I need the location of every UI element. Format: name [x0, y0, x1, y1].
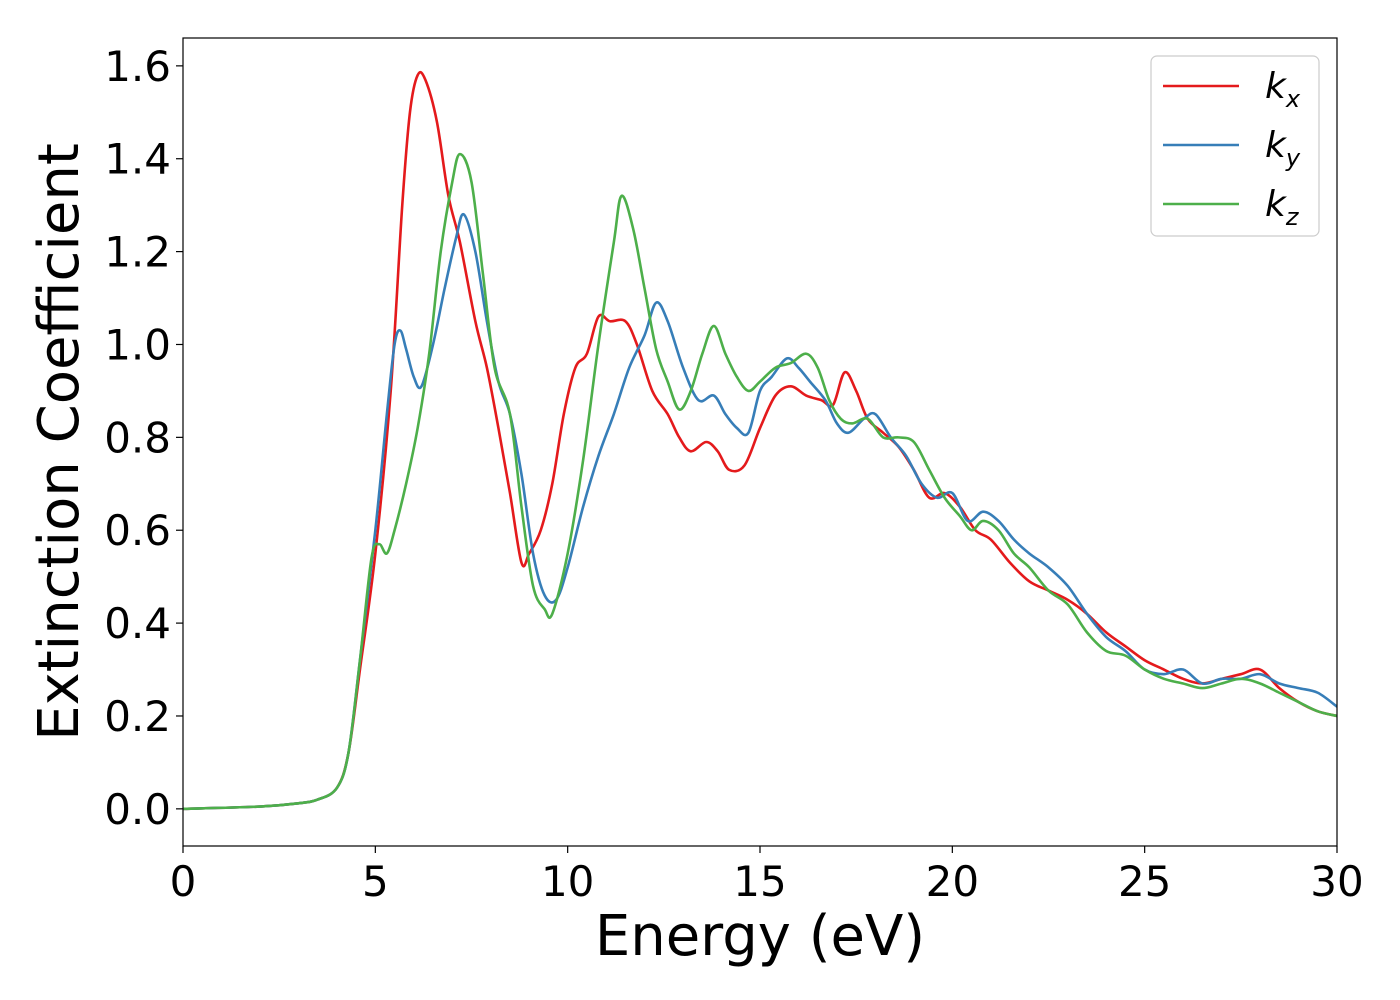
y-tick-label: 0.6 [104, 506, 171, 555]
legend-label-kz: kz [1265, 184, 1300, 231]
y-tick-label: 1.0 [104, 320, 171, 369]
y-tick-label: 1.4 [104, 135, 171, 184]
series-line-ky [183, 212, 1337, 811]
y-tick-label: 1.6 [104, 42, 171, 91]
y-tick-label: 0.2 [104, 692, 171, 741]
x-axis-title: Energy (eV) [595, 904, 925, 969]
x-tick-label: 15 [733, 857, 786, 906]
legend-label-subscript: x [1285, 85, 1301, 113]
x-tick-label: 20 [926, 857, 979, 906]
legend-label-subscript: z [1285, 203, 1300, 231]
x-tick-label: 0 [170, 857, 197, 906]
x-axis-ticks: 0 5 10 15 20 25 30 [170, 846, 1364, 906]
y-tick-label: 1.2 [104, 228, 171, 277]
series-line-kx [183, 70, 1337, 811]
legend-label-kx: kx [1265, 66, 1301, 113]
series-line-kz [183, 152, 1337, 811]
y-tick-label: 0.4 [104, 599, 171, 648]
plot-lines [183, 70, 1337, 811]
y-tick-label: 0.8 [104, 413, 171, 462]
legend-label-main: k [1265, 184, 1288, 225]
x-tick-label: 25 [1118, 857, 1171, 906]
legend-label-main: k [1265, 125, 1288, 166]
x-tick-label: 10 [541, 857, 594, 906]
y-axis-title: Extinction Coefficient [27, 143, 92, 741]
y-axis-ticks: 0.0 0.2 0.4 0.6 0.8 1.0 1.2 1.4 1.6 [104, 42, 183, 834]
legend-label-ky: ky [1265, 125, 1301, 172]
legend-label-subscript: y [1285, 144, 1301, 172]
y-tick-label: 0.0 [104, 785, 171, 834]
x-tick-label: 30 [1310, 857, 1363, 906]
x-tick-label: 5 [362, 857, 389, 906]
legend-label-main: k [1265, 66, 1288, 107]
